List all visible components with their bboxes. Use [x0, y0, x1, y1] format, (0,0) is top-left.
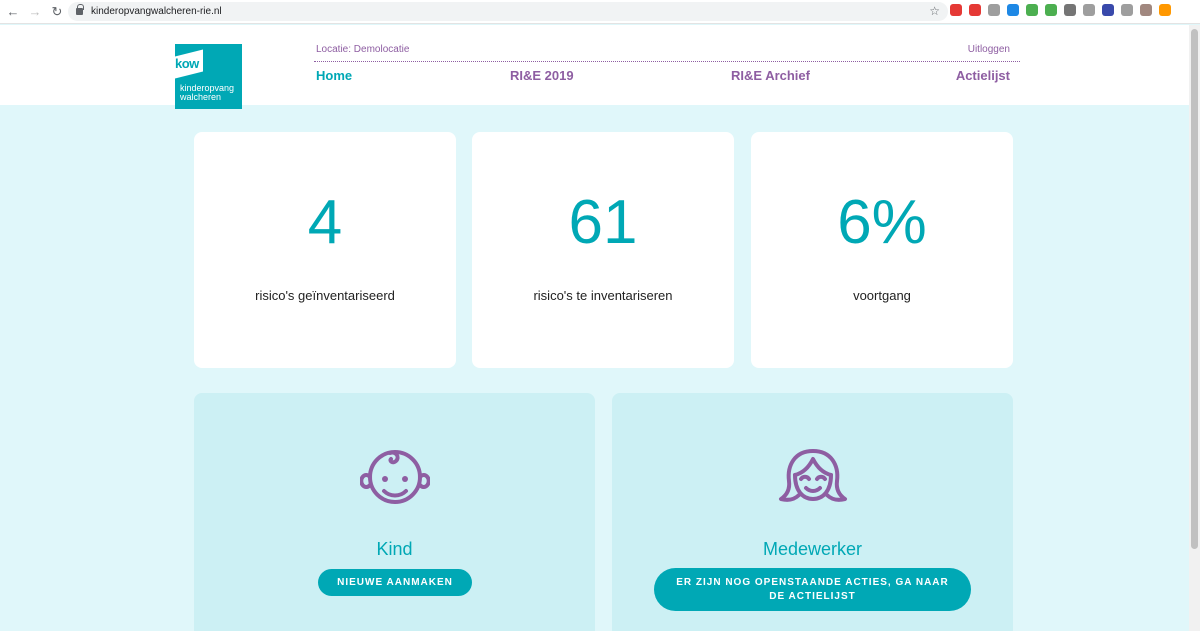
stat-card-to-inventory: 61 risico's te inventariseren: [472, 132, 734, 368]
main-menu: Home RI&E 2019 RI&E Archief Actielijst: [316, 68, 1010, 84]
logo-line-2: walcheren: [180, 92, 222, 102]
lock-icon: [76, 4, 84, 15]
extension-icon[interactable]: [969, 4, 981, 16]
logo-mark-text: kow: [175, 56, 199, 71]
bookmark-star-icon[interactable]: ☆: [929, 4, 940, 18]
stat-value-progress: 6%: [837, 188, 927, 257]
stat-label-progress: voortgang: [853, 288, 911, 303]
scrollbar-thumb[interactable]: [1191, 29, 1198, 549]
button-text-line-1: ER ZIJN NOG OPENSTAANDE ACTIES, GA NAAR: [676, 576, 949, 588]
extension-icon[interactable]: [1026, 4, 1038, 16]
extension-icon[interactable]: [1140, 4, 1152, 16]
logo-text: kinderopvang walcheren: [180, 84, 234, 102]
extension-icon[interactable]: [988, 4, 1000, 16]
kow-logo[interactable]: kow kinderopvang walcheren: [175, 44, 242, 109]
menu-item-archief[interactable]: RI&E Archief: [731, 68, 810, 83]
stat-value-to-inventory: 61: [568, 188, 638, 257]
menu-item-home[interactable]: Home: [316, 68, 353, 83]
reload-icon[interactable]: ↻: [51, 3, 63, 19]
go-to-actielijst-button[interactable]: ER ZIJN NOG OPENSTAANDE ACTIES, GA NAAR …: [654, 568, 971, 611]
extension-icon[interactable]: [950, 4, 962, 16]
location-label: Locatie: Demolocatie: [316, 44, 410, 55]
logo-line-1: kinderopvang: [180, 83, 235, 93]
site-header: kow kinderopvang walcheren Locatie: Demo…: [0, 25, 1189, 109]
stat-value-inventoried: 4: [307, 188, 343, 257]
woman-face-icon: [779, 449, 847, 502]
panel-medewerker: Medewerker ER ZIJN NOG OPENSTAANDE ACTIE…: [612, 393, 1013, 631]
panel-kind: Kind NIEUWE AANMAKEN: [194, 393, 595, 631]
extension-icon[interactable]: [1121, 4, 1133, 16]
panel-title-medewerker: Medewerker: [762, 539, 863, 559]
panel-title-kind: Kind: [376, 539, 413, 559]
extension-icon[interactable]: [1045, 4, 1057, 16]
address-bar[interactable]: kinderopvangwalcheren-rie.nl ☆: [68, 2, 948, 21]
forward-arrow-icon[interactable]: →: [28, 4, 42, 19]
url-text[interactable]: kinderopvangwalcheren-rie.nl: [91, 6, 222, 17]
extension-icon[interactable]: [1159, 4, 1171, 16]
stat-label-inventoried: risico's geïnventariseerd: [255, 288, 395, 303]
extension-icon[interactable]: [1102, 4, 1114, 16]
extension-icon[interactable]: [1007, 4, 1019, 16]
header-divider: [314, 61, 1020, 62]
new-child-button[interactable]: NIEUWE AANMAKEN: [318, 569, 472, 596]
button-text-line-2: DE ACTIELIJST: [769, 590, 856, 602]
browser-toolbar: ← → ↻ kinderopvangwalcheren-rie.nl ☆: [0, 0, 1200, 24]
logout-link[interactable]: Uitloggen: [967, 44, 1010, 55]
back-arrow-icon[interactable]: ←: [6, 4, 20, 19]
extension-icon[interactable]: [1083, 4, 1095, 16]
stat-card-inventoried: 4 risico's geïnventariseerd: [194, 132, 456, 368]
page-scrollbar[interactable]: [1189, 25, 1200, 631]
stat-label-to-inventory: risico's te inventariseren: [533, 288, 673, 303]
stat-card-progress: 6% voortgang: [751, 132, 1013, 368]
menu-item-rie[interactable]: RI&E 2019: [510, 68, 574, 83]
baby-face-icon: [360, 450, 430, 504]
extensions-bar: [950, 4, 1171, 16]
extension-icon[interactable]: [1064, 4, 1076, 16]
menu-item-actielijst[interactable]: Actielijst: [955, 68, 1010, 83]
